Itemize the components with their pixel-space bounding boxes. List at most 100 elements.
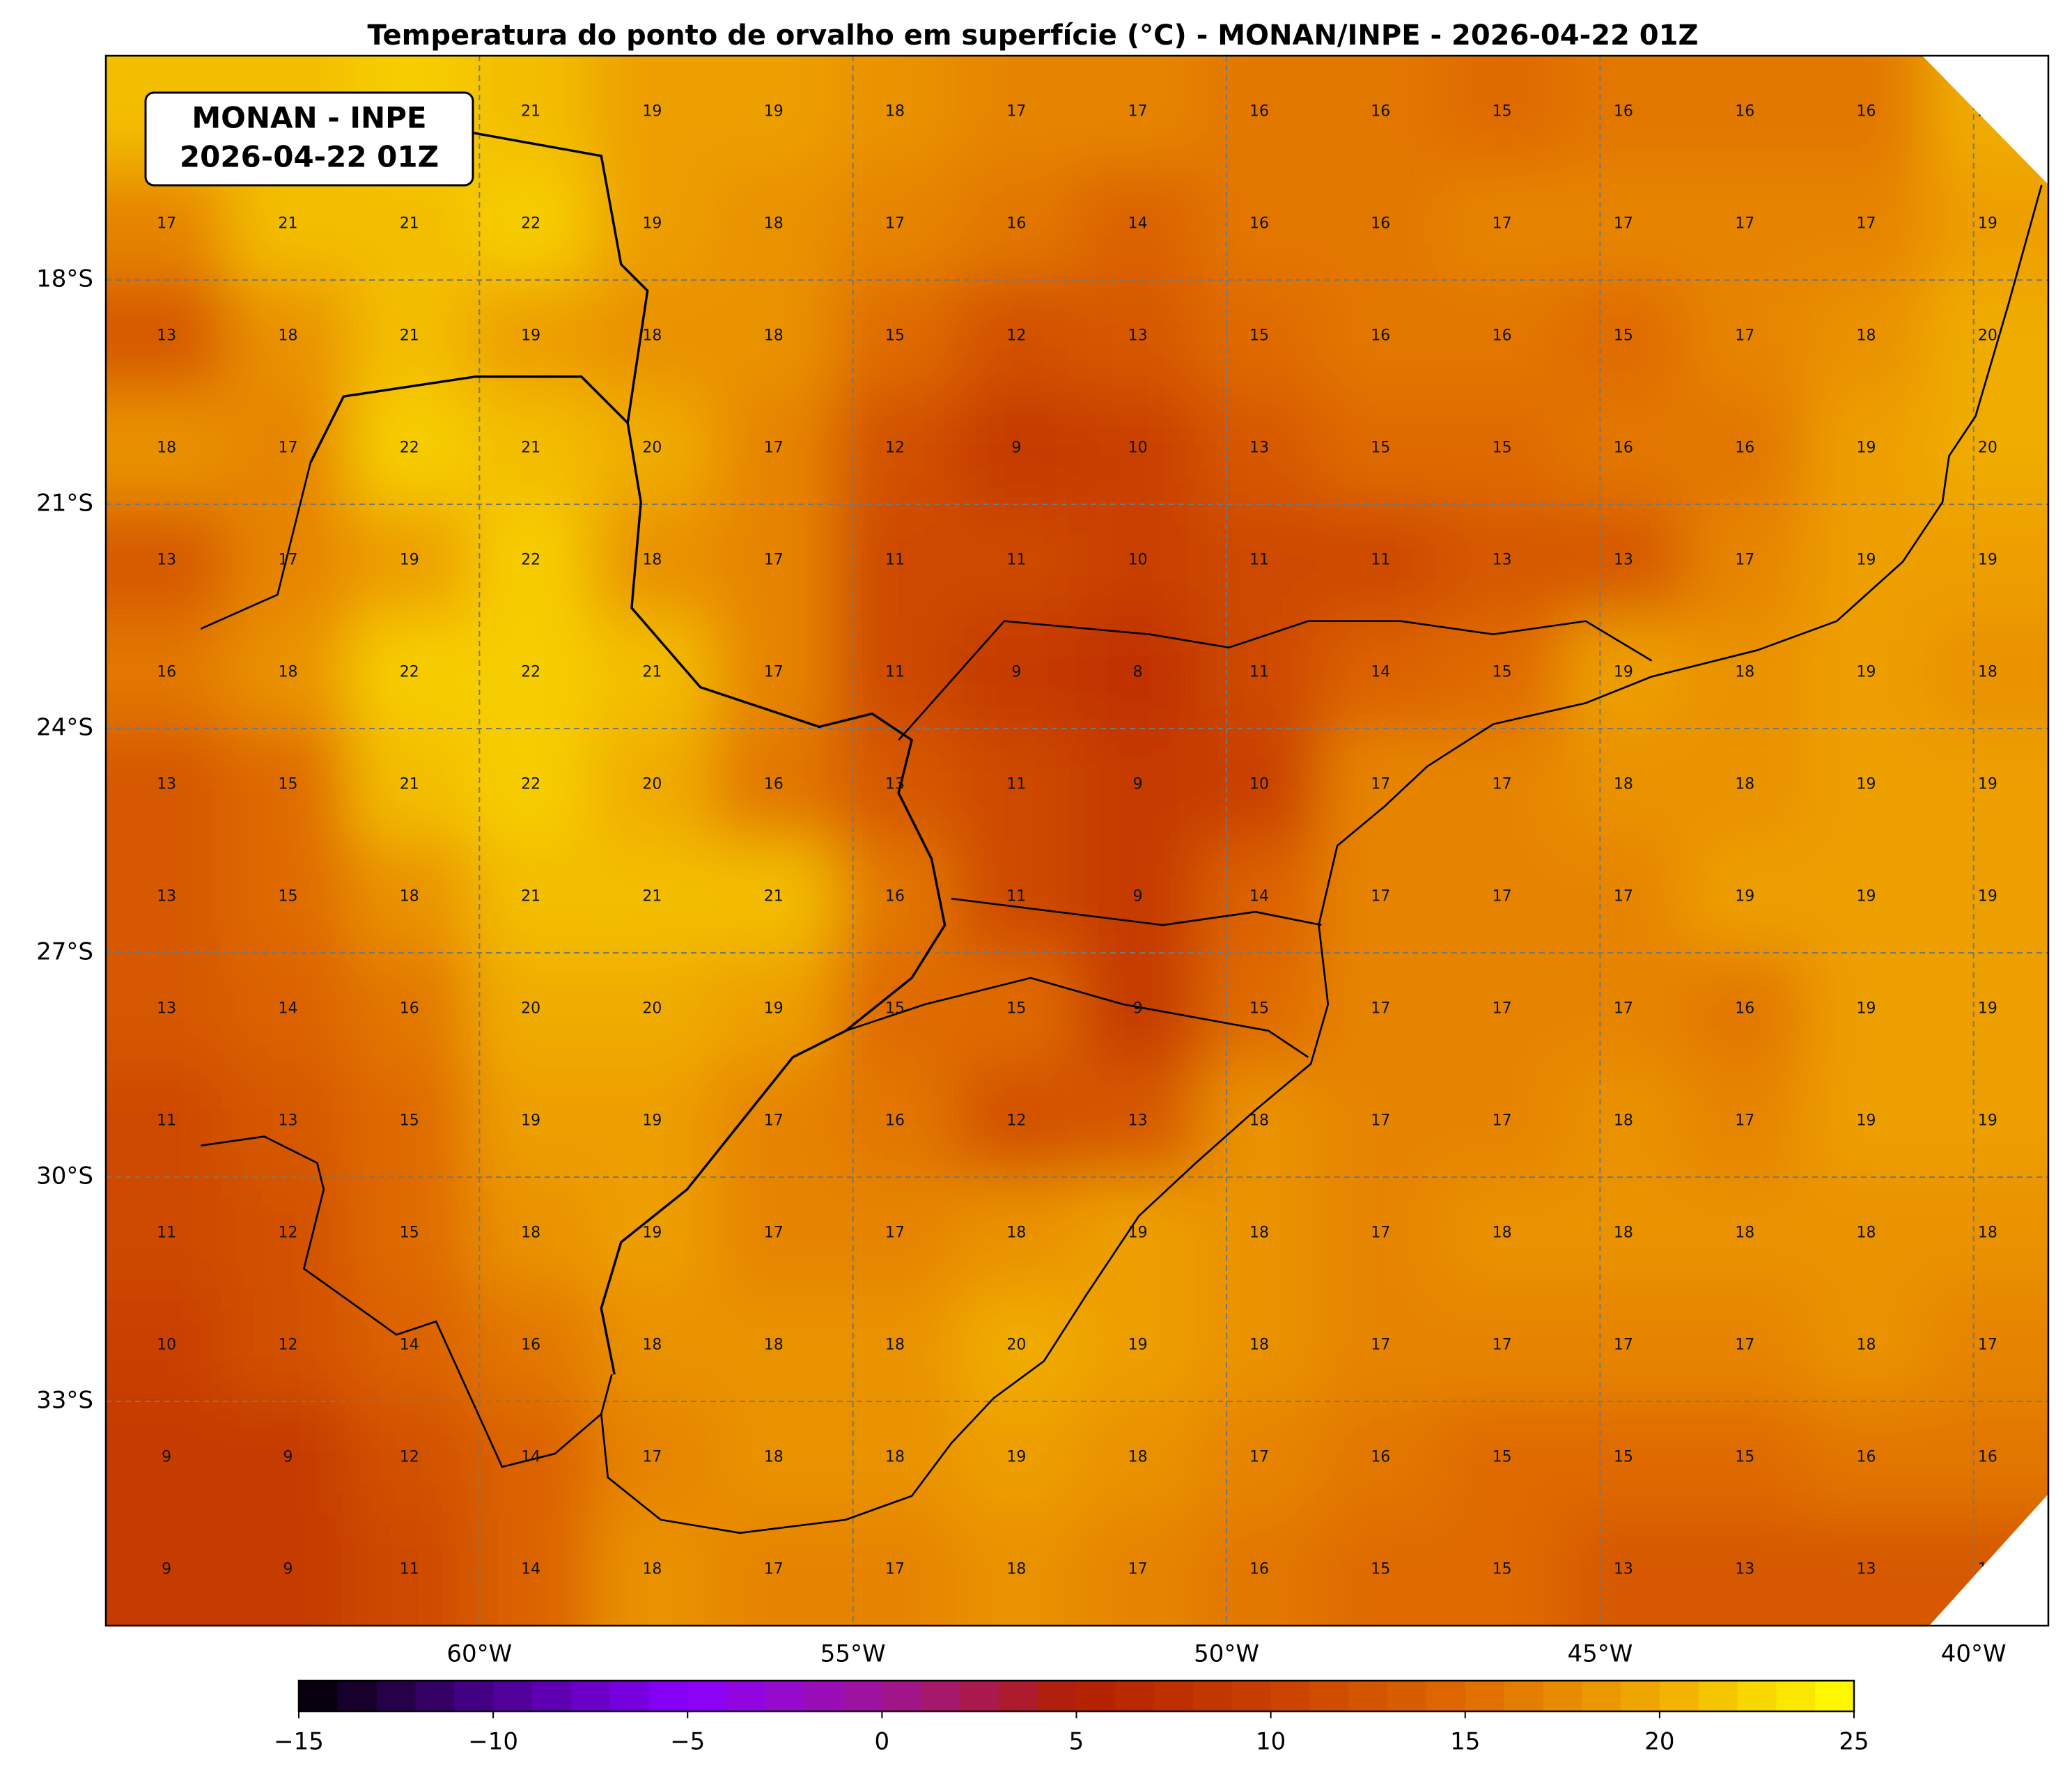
cell-label: 14 xyxy=(521,1449,540,1466)
grid xyxy=(106,56,2048,1626)
cell-label: 16 xyxy=(1857,103,1876,120)
cell-label: 18 xyxy=(1493,1224,1512,1242)
cell-label: 11 xyxy=(1006,552,1026,569)
cell-label: 19 xyxy=(1978,552,1997,569)
field-cell xyxy=(712,504,834,616)
field-cell xyxy=(1077,729,1199,841)
field-cell xyxy=(1441,504,1563,616)
cell-label: 11 xyxy=(1006,888,1026,905)
field-cell xyxy=(834,729,956,841)
colorbar-segment xyxy=(1387,1681,1427,1711)
field-cell xyxy=(1805,392,1927,504)
field-cell xyxy=(591,729,713,841)
field-cell xyxy=(834,1177,956,1289)
field-cell xyxy=(1562,1289,1685,1401)
field-cell xyxy=(106,1177,228,1289)
field-cell xyxy=(1805,841,1927,953)
field-cell xyxy=(834,280,956,392)
cell-label: 17 xyxy=(1735,552,1754,569)
cell-label: 11 xyxy=(1249,552,1269,569)
cell-label: 15 xyxy=(1493,440,1512,457)
field-cell xyxy=(591,1065,713,1177)
field-cell xyxy=(348,953,470,1065)
field-cell xyxy=(469,1514,592,1626)
field-cell xyxy=(1562,504,1685,616)
field-cell xyxy=(1562,729,1685,841)
cell-label: 13 xyxy=(1857,1561,1876,1578)
field-cell xyxy=(469,1065,592,1177)
cell-label: 19 xyxy=(521,1112,540,1130)
cell-label: 18 xyxy=(1614,776,1633,793)
axes: 60°W 55°W 50°W 45°W 40°W 18°S 21°S 24°S 27°S 30°S… xyxy=(36,265,2007,1668)
field-cell xyxy=(1562,953,1685,1065)
field-cell xyxy=(956,168,1077,280)
field-cell xyxy=(106,1401,228,1514)
field-cell xyxy=(348,504,470,616)
cell-label: 17 xyxy=(1371,1112,1390,1130)
field-cell xyxy=(106,392,228,504)
colorbar-tick-label: 15 xyxy=(1450,1728,1480,1756)
cell-label: 18 xyxy=(1249,1224,1269,1242)
cell-label: 18 xyxy=(1857,1337,1876,1354)
field-cell xyxy=(1926,1177,2048,1289)
cell-label: 17 xyxy=(764,1112,784,1130)
colorbar-tick-label: −10 xyxy=(468,1728,518,1756)
cell-label: 21 xyxy=(521,103,540,120)
colorbar-segment xyxy=(415,1681,455,1711)
field-cell xyxy=(591,56,713,168)
cell-label: 16 xyxy=(1493,327,1512,345)
cell-label: 15 xyxy=(885,1000,905,1018)
colorbar-segment xyxy=(1465,1681,1505,1711)
field-cell xyxy=(1684,1514,1806,1626)
cell-label: 17 xyxy=(278,440,297,457)
field-cell xyxy=(227,504,349,616)
cell-label: 17 xyxy=(1614,1000,1633,1018)
field-cell xyxy=(712,1177,834,1289)
map-frame xyxy=(104,54,2050,1627)
field-cell xyxy=(1684,1401,1806,1514)
colorbar-segment xyxy=(648,1681,688,1711)
cell-label: 13 xyxy=(157,552,176,569)
field-cell xyxy=(1320,168,1442,280)
cell-label: 9 xyxy=(283,1561,293,1578)
field-cell xyxy=(1198,1177,1321,1289)
field-cell xyxy=(1926,1401,2048,1514)
field-cell xyxy=(712,616,834,729)
cell-label: 16 xyxy=(885,1112,905,1130)
cell-label: 11 xyxy=(157,1112,176,1130)
field-cell xyxy=(1320,1514,1442,1626)
field-cell xyxy=(1926,616,2048,729)
field-cell xyxy=(1684,729,1806,841)
chart-title: Temperatura do ponto de orvalho em super… xyxy=(368,20,1699,52)
cell-label: 17 xyxy=(764,440,784,457)
field-cell xyxy=(1562,1177,1685,1289)
field-cell xyxy=(1077,168,1199,280)
field-cell xyxy=(469,841,592,953)
field-cell xyxy=(834,504,956,616)
field-cell xyxy=(106,953,228,1065)
cell-label: 10 xyxy=(1128,440,1148,457)
field-cell xyxy=(227,168,349,280)
field-cell xyxy=(1562,616,1685,729)
corner-mask xyxy=(1929,1494,2048,1626)
cell-label: 22 xyxy=(400,440,419,457)
field-cell xyxy=(1684,1289,1806,1401)
cell-label: 19 xyxy=(1978,888,1997,905)
field-cell xyxy=(591,1289,713,1401)
cell-label: 19 xyxy=(1978,215,1997,233)
colorbar-segment xyxy=(765,1681,805,1711)
field-cell xyxy=(348,1401,470,1514)
cell-label: 20 xyxy=(1006,1337,1026,1354)
field-cell xyxy=(1684,953,1806,1065)
field-cell xyxy=(1077,616,1199,729)
field-cell xyxy=(834,616,956,729)
cell-label: 12 xyxy=(1006,1112,1026,1130)
cell-label: 16 xyxy=(521,1337,540,1354)
cell-label: 15 xyxy=(1493,1561,1512,1578)
cell-label: 9 xyxy=(162,1561,171,1578)
colorbar-segment xyxy=(454,1681,494,1711)
cell-label: 18 xyxy=(764,1449,784,1466)
cell-label: 9 xyxy=(1011,664,1021,681)
cell-label: 16 xyxy=(764,776,784,793)
